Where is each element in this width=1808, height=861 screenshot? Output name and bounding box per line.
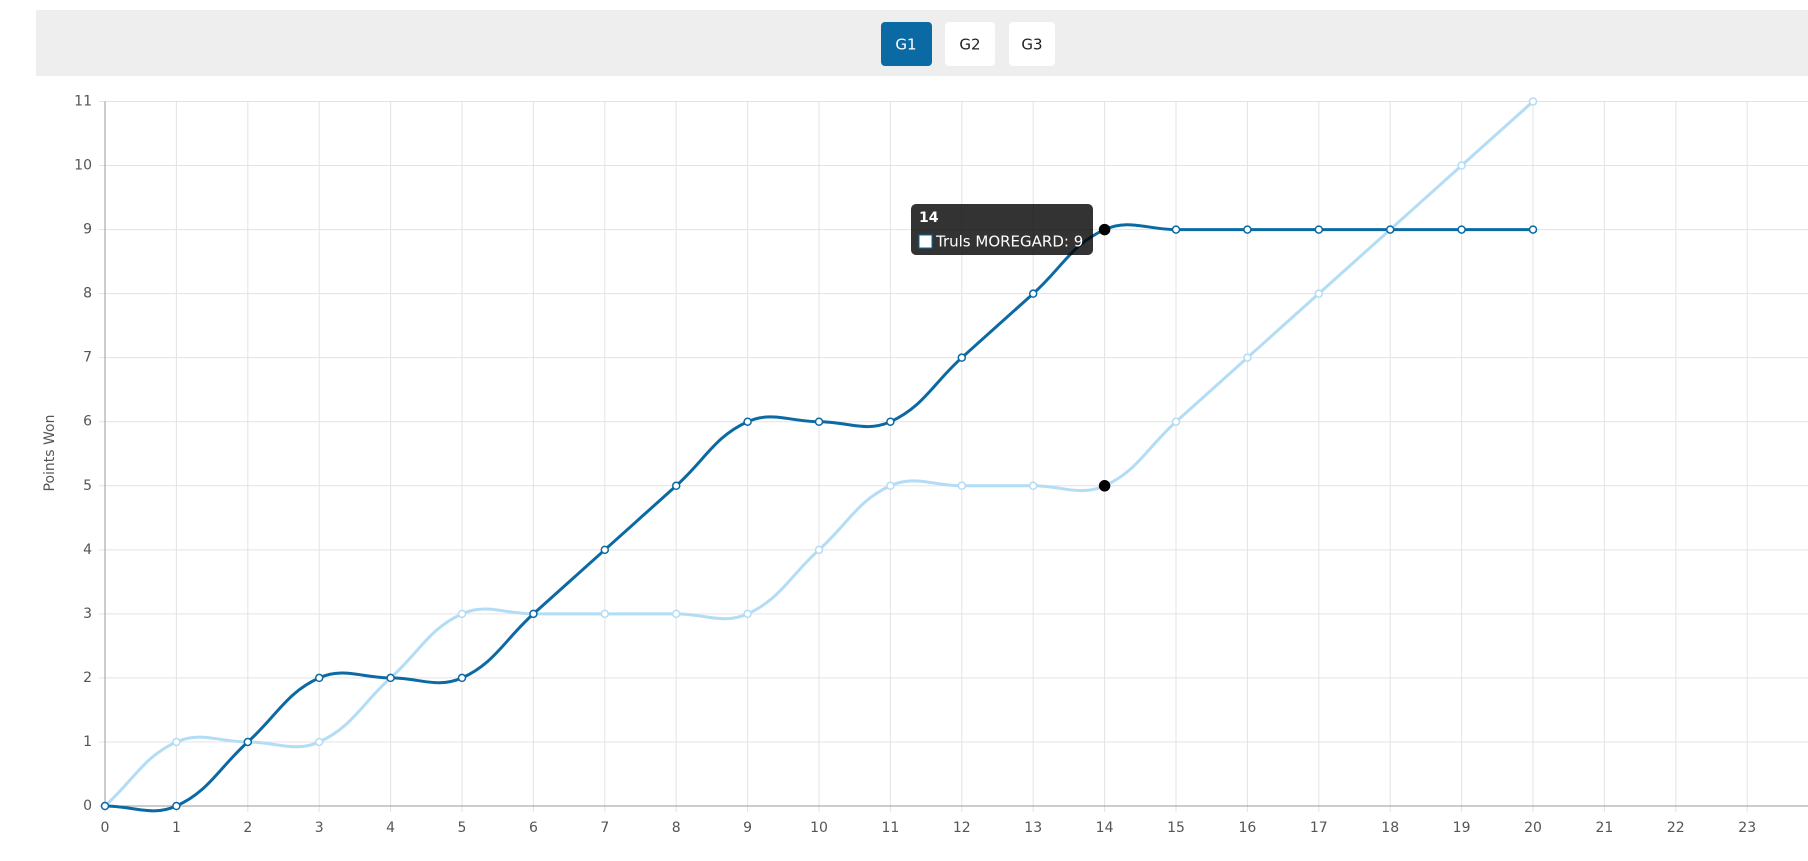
x-tick-label: 12 — [953, 820, 971, 836]
x-tick-label: 3 — [315, 820, 324, 836]
y-tick-label: 4 — [83, 542, 92, 558]
y-tick-label: 8 — [83, 286, 92, 302]
x-tick-label: 11 — [881, 820, 899, 836]
tooltip-bg — [911, 204, 1093, 255]
data-point — [457, 609, 467, 619]
data-point — [314, 673, 324, 683]
data-point — [457, 673, 467, 683]
series-line — [104, 223, 1533, 813]
y-tick-label: 11 — [74, 94, 92, 110]
x-tick-label: 4 — [386, 820, 395, 836]
x-tick-label: 15 — [1167, 820, 1185, 836]
data-point — [957, 353, 967, 362]
y-tick-label: 9 — [83, 222, 92, 238]
data-point — [671, 609, 681, 619]
y-tick-label: 10 — [74, 158, 92, 174]
y-tick-label: 2 — [83, 670, 92, 686]
data-point — [1098, 480, 1111, 492]
data-point — [529, 609, 538, 619]
data-point — [671, 481, 681, 491]
data-point — [1457, 161, 1466, 170]
button-label[interactable]: G2 — [959, 36, 980, 54]
data-point — [1243, 353, 1252, 362]
x-tick-label: 13 — [1024, 820, 1042, 836]
x-tick-label: 10 — [810, 820, 828, 836]
data-point — [743, 609, 752, 619]
x-tick-label: 8 — [672, 820, 681, 836]
data-point — [100, 801, 110, 811]
x-tick-label: 6 — [529, 820, 538, 836]
button[interactable]: G1 — [881, 22, 932, 66]
x-tick-label: 5 — [458, 820, 467, 836]
data-point — [600, 609, 610, 619]
data-point — [243, 737, 253, 747]
data-point — [1314, 225, 1324, 234]
x-tick-label: 18 — [1381, 820, 1399, 836]
button-bg — [881, 22, 932, 66]
data-point — [814, 545, 824, 555]
data-point — [743, 417, 752, 426]
data-point — [600, 545, 610, 555]
x-tick-label: 22 — [1667, 820, 1685, 836]
tooltip-swatch — [918, 234, 933, 249]
data-point — [1171, 417, 1181, 426]
data-point — [1243, 225, 1252, 234]
button-label[interactable]: G1 — [895, 36, 916, 54]
y-tick-label: 7 — [83, 350, 92, 366]
x-tick-label: 17 — [1310, 820, 1328, 836]
data-point — [1528, 225, 1538, 234]
data-point — [386, 673, 395, 683]
tooltip-title: 14 — [919, 210, 939, 226]
x-tick-label: 21 — [1595, 820, 1613, 836]
x-tick-label: 20 — [1524, 820, 1542, 836]
data-point — [886, 417, 895, 426]
x-tick-label: 1 — [172, 820, 181, 836]
x-tick-label: 0 — [101, 820, 110, 836]
data-point — [314, 737, 324, 747]
y-tick-label: 6 — [83, 414, 92, 430]
x-tick-label: 7 — [600, 820, 609, 836]
data-point — [814, 417, 824, 426]
x-tick-label: 2 — [243, 820, 252, 836]
button[interactable]: G3 — [1009, 22, 1055, 66]
data-point — [1028, 481, 1038, 491]
button[interactable]: G2 — [945, 22, 995, 66]
data-point — [1028, 289, 1038, 298]
tooltip-text: Truls MOREGARD: 9 — [935, 233, 1083, 251]
data-point — [172, 801, 181, 811]
x-tick-label: 16 — [1238, 820, 1256, 836]
data-point — [1528, 97, 1538, 106]
tooltip: 14 Truls MOREGARD: 9 — [911, 204, 1093, 255]
button-bg — [945, 22, 995, 66]
y-tick-label: 1 — [83, 734, 92, 750]
y-axis-label: Points Won — [42, 415, 58, 492]
data-point — [957, 481, 967, 491]
button-label[interactable]: G3 — [1021, 36, 1042, 54]
data-point — [1171, 225, 1181, 234]
y-tick-label: 0 — [83, 798, 92, 814]
y-tick-label: 5 — [83, 478, 92, 494]
data-point — [886, 481, 895, 491]
x-tick-label: 9 — [743, 820, 752, 836]
data-point — [172, 737, 181, 747]
x-tick-label: 19 — [1453, 820, 1471, 836]
y-tick-label: 3 — [83, 606, 92, 622]
x-tick-label: 14 — [1096, 820, 1114, 836]
data-point — [1314, 289, 1324, 298]
button-bg — [1009, 22, 1055, 66]
data-point — [1098, 223, 1111, 236]
data-point — [1457, 225, 1466, 234]
data-point — [1385, 225, 1395, 234]
x-tick-label: 23 — [1738, 820, 1756, 836]
